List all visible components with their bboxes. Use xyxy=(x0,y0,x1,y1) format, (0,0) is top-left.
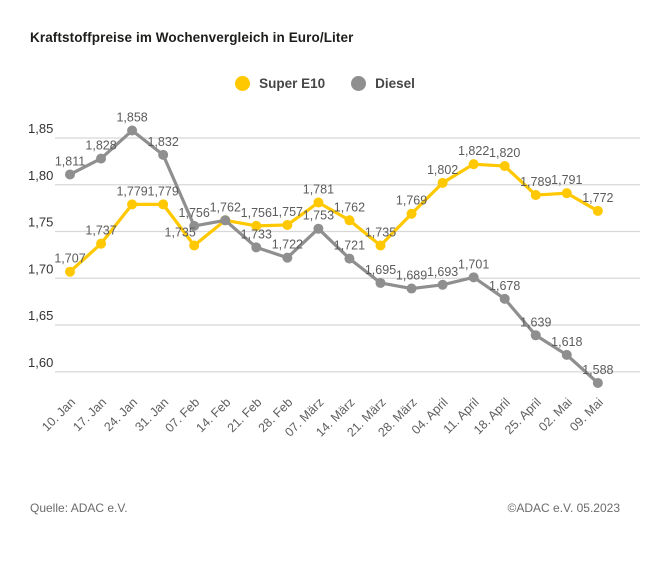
data-label: 1,639 xyxy=(520,315,551,329)
data-point-super-e10 xyxy=(561,188,572,199)
data-label: 1,762 xyxy=(210,200,241,214)
data-point-diesel xyxy=(65,169,75,180)
data-point-diesel xyxy=(561,349,572,360)
x-tick-label: 09. Mai xyxy=(567,395,606,434)
data-point-super-e10 xyxy=(406,208,417,219)
data-point-super-e10 xyxy=(344,215,355,226)
data-point-super-e10 xyxy=(282,219,293,230)
data-label: 1,791 xyxy=(551,173,582,187)
data-label: 1,756 xyxy=(241,206,272,220)
data-label: 1,701 xyxy=(458,257,489,271)
legend-label-super-e10: Super E10 xyxy=(259,76,326,91)
legend-item-diesel: Diesel xyxy=(351,76,415,91)
data-label: 1,722 xyxy=(272,238,303,252)
data-point-super-e10 xyxy=(127,199,138,210)
data-point-diesel xyxy=(220,215,231,226)
data-label: 1,735 xyxy=(165,226,196,240)
data-label: 1,781 xyxy=(303,183,334,197)
data-point-diesel xyxy=(127,125,138,136)
data-point-diesel xyxy=(189,220,200,231)
data-point-super-e10 xyxy=(375,240,386,251)
data-label: 1,753 xyxy=(303,209,334,223)
x-tick-label: 24. Jan xyxy=(101,395,140,434)
y-tick-label: 1,65 xyxy=(28,308,53,323)
data-label: 1,832 xyxy=(148,135,179,149)
data-point-diesel xyxy=(468,272,479,283)
data-label: 1,811 xyxy=(55,154,85,168)
series-line-diesel xyxy=(68,128,600,385)
data-label: 1,707 xyxy=(54,252,85,266)
y-tick-label: 1,70 xyxy=(28,261,53,276)
data-label: 1,756 xyxy=(179,206,210,220)
data-label: 1,779 xyxy=(148,184,179,198)
data-point-diesel xyxy=(530,330,541,341)
data-label: 1,802 xyxy=(427,163,458,177)
data-point-diesel xyxy=(499,293,510,304)
copyright-note: ©ADAC e.V. 05.2023 xyxy=(507,501,620,515)
data-label: 1,789 xyxy=(520,175,551,189)
data-label: 1,678 xyxy=(489,279,520,293)
data-point-diesel xyxy=(313,223,324,234)
data-point-super-e10 xyxy=(251,220,262,231)
diesel-dot-icon xyxy=(351,76,367,91)
data-label: 1,769 xyxy=(396,194,427,208)
legend-label-diesel: Diesel xyxy=(375,76,415,91)
data-label: 1,689 xyxy=(396,269,427,283)
data-point-super-e10 xyxy=(313,197,324,208)
data-point-super-e10 xyxy=(499,161,510,172)
data-point-super-e10 xyxy=(437,177,448,188)
data-point-super-e10 xyxy=(96,238,107,249)
data-label: 1,822 xyxy=(458,144,489,158)
x-tick-label: 10. Jan xyxy=(39,395,78,434)
data-label: 1,828 xyxy=(85,139,116,153)
y-tick-label: 1,80 xyxy=(28,168,53,183)
data-point-diesel xyxy=(158,149,169,160)
data-label: 1,757 xyxy=(272,205,303,219)
data-label: 1,762 xyxy=(334,200,365,214)
data-label: 1,737 xyxy=(85,224,116,238)
data-label: 1,588 xyxy=(582,363,613,377)
data-label: 1,772 xyxy=(582,191,613,205)
data-point-super-e10 xyxy=(189,240,200,251)
data-point-diesel xyxy=(406,283,417,294)
legend-item-super-e10: Super E10 xyxy=(235,76,325,91)
data-point-diesel xyxy=(96,153,107,164)
y-tick-label: 1,85 xyxy=(28,121,53,136)
data-label: 1,618 xyxy=(551,335,582,349)
source-note: Quelle: ADAC e.V. xyxy=(30,501,128,515)
series-line-super-e10 xyxy=(68,162,600,274)
data-point-diesel xyxy=(592,377,603,388)
x-tick-label: 02. Mai xyxy=(536,395,575,434)
data-point-diesel xyxy=(375,277,386,288)
chart-legend: Super E10 Diesel xyxy=(0,76,650,91)
data-label: 1,858 xyxy=(116,111,147,125)
data-label: 1,695 xyxy=(365,263,396,277)
data-label: 1,820 xyxy=(489,146,520,160)
data-point-diesel xyxy=(344,253,355,264)
y-tick-label: 1,60 xyxy=(28,355,53,370)
data-label: 1,779 xyxy=(116,184,147,198)
data-point-diesel xyxy=(251,242,262,253)
data-point-super-e10 xyxy=(65,266,75,277)
data-label: 1,733 xyxy=(241,227,272,241)
data-label: 1,693 xyxy=(427,265,458,279)
super-e10-dot-icon xyxy=(235,76,251,91)
data-point-super-e10 xyxy=(468,159,479,170)
data-point-diesel xyxy=(282,252,293,263)
data-label: 1,721 xyxy=(334,239,365,253)
data-point-super-e10 xyxy=(592,205,603,216)
data-label: 1,735 xyxy=(365,226,396,240)
data-point-super-e10 xyxy=(530,190,541,201)
chart-title: Kraftstoffpreise im Wochenvergleich in E… xyxy=(30,30,354,45)
x-tick-label: 17. Jan xyxy=(70,395,109,434)
data-point-diesel xyxy=(437,279,448,290)
y-tick-label: 1,75 xyxy=(28,215,53,230)
data-point-super-e10 xyxy=(158,199,169,210)
